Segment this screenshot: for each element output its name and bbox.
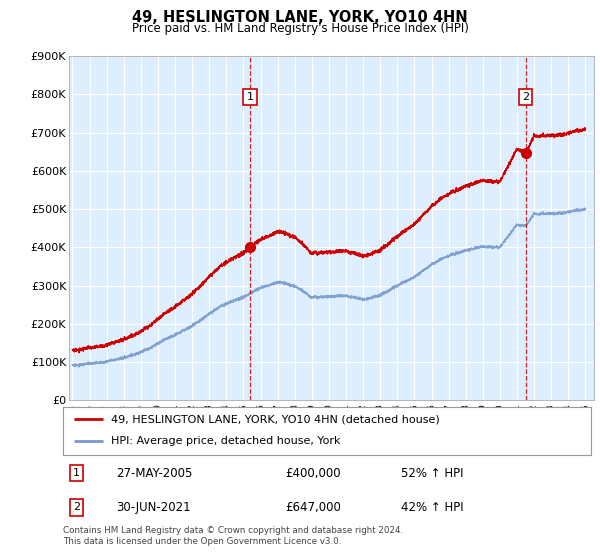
Text: 42% ↑ HPI: 42% ↑ HPI xyxy=(401,501,464,514)
Text: HPI: Average price, detached house, York: HPI: Average price, detached house, York xyxy=(110,436,340,446)
Text: 27-MAY-2005: 27-MAY-2005 xyxy=(116,467,192,480)
Text: 52% ↑ HPI: 52% ↑ HPI xyxy=(401,467,463,480)
Text: Price paid vs. HM Land Registry's House Price Index (HPI): Price paid vs. HM Land Registry's House … xyxy=(131,22,469,35)
Text: 49, HESLINGTON LANE, YORK, YO10 4HN (detached house): 49, HESLINGTON LANE, YORK, YO10 4HN (det… xyxy=(110,414,439,424)
Text: 30-JUN-2021: 30-JUN-2021 xyxy=(116,501,190,514)
Text: 1: 1 xyxy=(247,92,253,102)
Text: 49, HESLINGTON LANE, YORK, YO10 4HN: 49, HESLINGTON LANE, YORK, YO10 4HN xyxy=(132,10,468,25)
Text: £647,000: £647,000 xyxy=(285,501,341,514)
Text: 2: 2 xyxy=(522,92,529,102)
Text: 2: 2 xyxy=(73,502,80,512)
Text: £400,000: £400,000 xyxy=(285,467,340,480)
Text: Contains HM Land Registry data © Crown copyright and database right 2024.
This d: Contains HM Land Registry data © Crown c… xyxy=(63,526,403,546)
Text: 1: 1 xyxy=(73,468,80,478)
